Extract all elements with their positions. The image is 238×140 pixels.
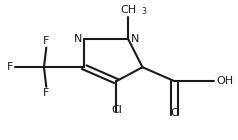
Text: O: O	[170, 108, 179, 118]
Text: Cl: Cl	[111, 105, 122, 115]
Text: CH: CH	[120, 5, 136, 15]
Text: F: F	[43, 36, 50, 46]
Text: 3: 3	[141, 7, 146, 16]
Text: F: F	[43, 88, 50, 98]
Text: N: N	[131, 34, 139, 44]
Text: OH: OH	[216, 76, 233, 86]
Text: N: N	[74, 34, 82, 44]
Text: F: F	[7, 62, 13, 72]
